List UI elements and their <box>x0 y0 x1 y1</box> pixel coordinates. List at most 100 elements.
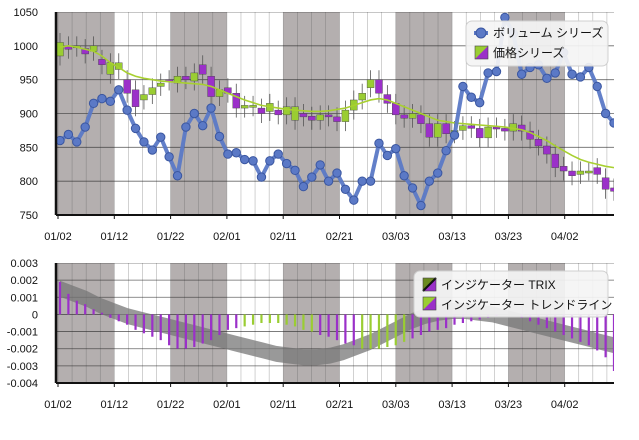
main-chart-axes: 1050 1000 950 900 850 800 750 01/02 01/12 01/22 02… <box>14 7 614 243</box>
y-tick-label: 0.003 <box>10 258 38 270</box>
volume-point <box>189 108 200 119</box>
price-candle <box>459 125 467 131</box>
x-tick-label: 04/02 <box>551 399 579 411</box>
volume-point <box>273 149 283 159</box>
trix-indicator-icon <box>422 277 437 292</box>
price-candle <box>467 125 476 129</box>
price-candle <box>157 82 165 87</box>
volume-point <box>357 176 367 186</box>
y-tick-label: 750 <box>20 210 38 222</box>
x-tick-label: 03/03 <box>382 399 410 411</box>
volume-point <box>474 97 485 108</box>
y-tick-label: -0.001 <box>7 327 38 339</box>
price-candle <box>484 126 492 139</box>
x-tick-label: 01/12 <box>101 231 129 243</box>
price-candle <box>417 114 425 124</box>
volume-point <box>349 195 359 205</box>
legend-volume-label: ボリューム シリーズ <box>493 25 603 40</box>
price-candle <box>274 109 282 116</box>
price-candle <box>568 170 576 176</box>
x-tick-label: 02/01 <box>213 231 241 243</box>
y-tick-label: -0.003 <box>7 361 38 373</box>
volume-point <box>575 72 586 82</box>
price-candle <box>551 153 559 168</box>
volume-point <box>542 73 552 84</box>
volume-point <box>63 129 74 140</box>
price-candle <box>324 114 333 118</box>
price-candle <box>56 42 64 57</box>
y-tick-label: 0 <box>32 309 38 321</box>
indicator-chart-axes: 0.003 0.002 0.001 0 -0.001 -0.002 -0.003 -0.004… <box>7 258 614 411</box>
volume-point <box>374 138 384 148</box>
price-candle <box>308 116 316 121</box>
y-tick-label: 950 <box>20 75 38 87</box>
volume-point <box>206 103 216 113</box>
volume-point <box>340 184 351 194</box>
price-candle <box>543 145 551 155</box>
volume-point <box>332 168 342 178</box>
x-tick-label: 01/22 <box>157 399 185 411</box>
volume-point <box>550 68 560 78</box>
volume-point <box>239 154 250 165</box>
volume-point <box>399 171 409 181</box>
price-candle <box>593 167 601 175</box>
price-candle <box>182 76 190 80</box>
volume-point <box>122 105 132 115</box>
legend-price-label: 価格シリーズ <box>493 45 564 60</box>
price-candle <box>333 116 341 122</box>
legend-trendline-label: インジケーター トレンドライン <box>441 298 612 312</box>
volume-point <box>172 171 183 181</box>
price-series <box>56 32 614 201</box>
indicator-chart-legend: インジケーター TRIX インジケーター トレンドライン <box>413 270 612 318</box>
price-candle <box>291 106 299 121</box>
volume-point <box>290 165 300 176</box>
y-tick-label: -0.002 <box>7 344 38 356</box>
volume-point <box>164 152 174 162</box>
y-tick-label: -0.004 <box>7 378 38 390</box>
price-candle <box>610 187 614 192</box>
x-tick-label: 03/13 <box>438 231 466 243</box>
volume-point <box>72 137 82 147</box>
price-candle <box>442 123 450 135</box>
volume-point <box>181 122 191 132</box>
x-tick-label: 02/11 <box>270 231 297 243</box>
price-candle <box>601 177 610 190</box>
price-candle <box>501 128 509 132</box>
price-candle <box>434 123 442 138</box>
volume-point <box>88 98 99 109</box>
volume-point <box>56 135 65 146</box>
volume-point <box>449 130 460 140</box>
volume-point <box>214 131 225 142</box>
price-candle <box>249 105 257 108</box>
volume-point <box>231 148 241 158</box>
volume-point <box>197 120 208 131</box>
y-tick-label: 900 <box>20 109 38 121</box>
y-tick-label: 1000 <box>14 41 38 53</box>
volume-point <box>105 96 116 107</box>
price-candle <box>98 59 106 65</box>
volume-point <box>424 176 435 186</box>
volume-point <box>147 145 158 155</box>
volume-point <box>433 168 443 178</box>
y-tick-label: 850 <box>20 142 38 154</box>
price-candle <box>282 106 291 116</box>
volume-point <box>315 160 325 170</box>
volume-point <box>600 108 611 119</box>
volume-point <box>281 158 292 169</box>
price-series-icon <box>474 45 489 60</box>
price-candle <box>316 114 324 121</box>
y-tick-label: 0.001 <box>10 292 38 304</box>
price-candle <box>366 79 375 88</box>
price-candle <box>526 130 534 140</box>
volume-point <box>97 93 107 104</box>
price-candle <box>375 79 383 94</box>
trix-band-series <box>60 280 614 366</box>
price-candle <box>400 114 408 119</box>
trend-line-series <box>59 45 614 169</box>
volume-point <box>592 81 602 92</box>
price-candle <box>232 92 240 109</box>
trendline-indicator-icon <box>422 296 437 311</box>
volume-point <box>298 181 309 192</box>
